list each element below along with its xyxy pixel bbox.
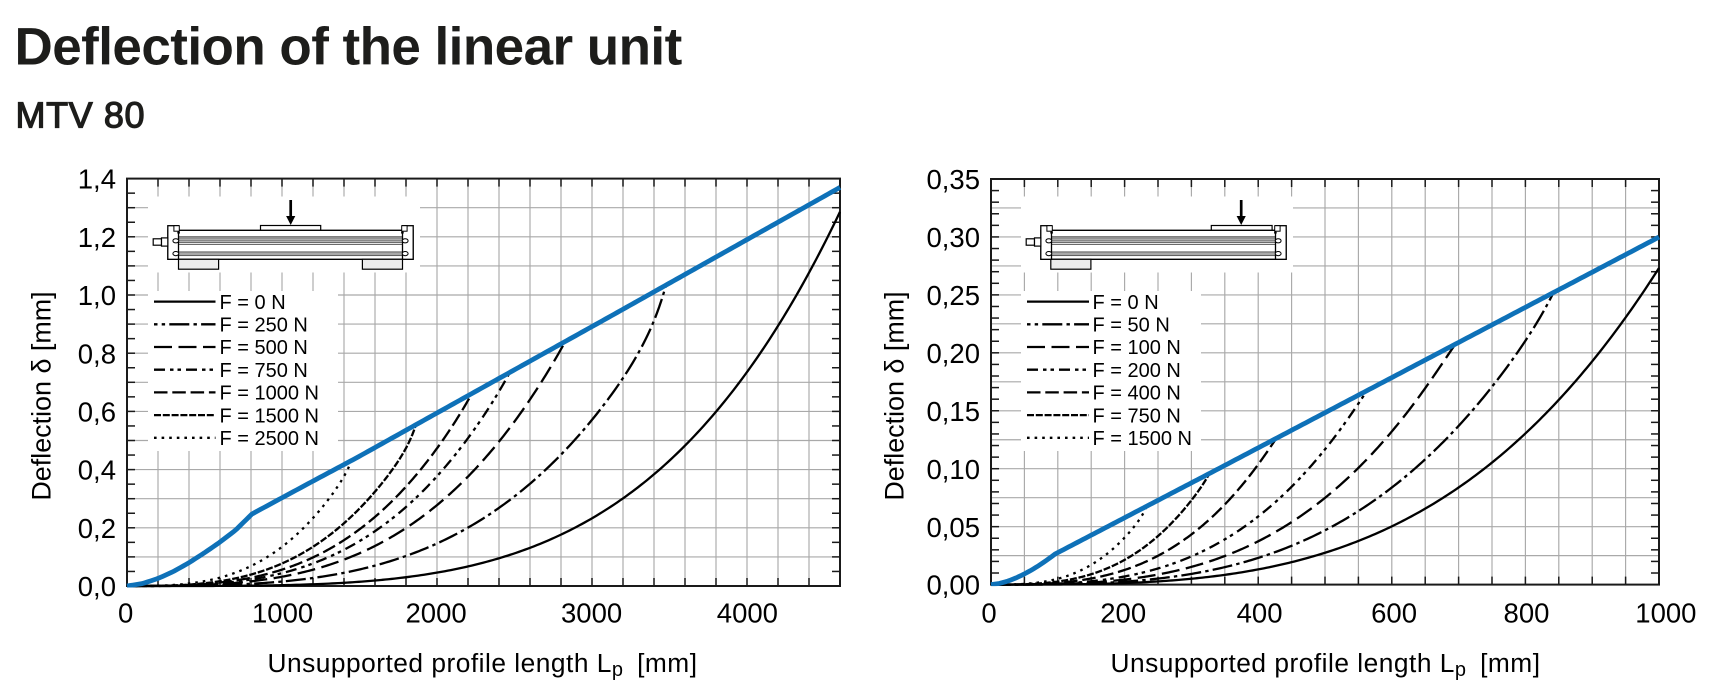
svg-text:F = 100 N: F = 100 N — [1093, 337, 1181, 359]
svg-text:200: 200 — [1100, 598, 1146, 629]
svg-text:3000: 3000 — [561, 598, 622, 629]
svg-text:1,0: 1,0 — [78, 280, 116, 311]
svg-text:F = 750 N: F = 750 N — [220, 360, 308, 382]
svg-text:1,4: 1,4 — [78, 164, 116, 195]
svg-text:0,15: 0,15 — [926, 396, 980, 427]
svg-text:2000: 2000 — [406, 598, 467, 629]
svg-text:0,35: 0,35 — [926, 164, 980, 195]
svg-text:F = 1500 N: F = 1500 N — [220, 405, 320, 427]
svg-text:F = 2500 N: F = 2500 N — [220, 428, 320, 450]
svg-text:Deflection of the linear unit: Deflection of the linear unit — [15, 18, 682, 77]
svg-text:F = 0 N: F = 0 N — [1093, 292, 1159, 314]
svg-text:F = 1000 N: F = 1000 N — [220, 383, 320, 405]
svg-text:0: 0 — [118, 598, 133, 629]
svg-text:0,10: 0,10 — [926, 454, 980, 485]
svg-text:0,0: 0,0 — [78, 571, 116, 602]
svg-text:F = 400 N: F = 400 N — [1093, 383, 1181, 405]
svg-text:1000: 1000 — [1635, 598, 1696, 629]
svg-text:1,2: 1,2 — [78, 222, 116, 253]
svg-text:4000: 4000 — [717, 598, 778, 629]
svg-text:0,4: 0,4 — [78, 455, 116, 486]
svg-text:Unsupported profile length Lp: Unsupported profile length Lp [mm] — [1110, 648, 1540, 681]
svg-text:400: 400 — [1237, 598, 1283, 629]
svg-text:0,00: 0,00 — [926, 570, 980, 601]
svg-text:0,8: 0,8 — [78, 338, 116, 369]
svg-text:F = 250 N: F = 250 N — [220, 315, 308, 337]
svg-text:F = 1500 N: F = 1500 N — [1093, 428, 1193, 450]
svg-text:0,2: 0,2 — [78, 513, 116, 544]
svg-text:800: 800 — [1504, 598, 1550, 629]
svg-text:F = 0 N: F = 0 N — [220, 292, 286, 314]
svg-text:Unsupported profile length Lp: Unsupported profile length Lp [mm] — [267, 648, 697, 681]
svg-text:0: 0 — [981, 598, 996, 629]
svg-text:MTV 80: MTV 80 — [16, 95, 146, 136]
svg-text:0,20: 0,20 — [926, 338, 980, 369]
svg-text:F = 500 N: F = 500 N — [220, 337, 308, 359]
svg-text:F = 200 N: F = 200 N — [1093, 360, 1181, 382]
svg-text:0,25: 0,25 — [926, 280, 980, 311]
svg-text:0,30: 0,30 — [926, 222, 980, 253]
svg-text:Deflection δ [mm]: Deflection δ [mm] — [880, 291, 910, 500]
svg-text:1000: 1000 — [252, 598, 313, 629]
svg-text:0,05: 0,05 — [926, 512, 980, 543]
svg-text:F = 750 N: F = 750 N — [1093, 405, 1181, 427]
svg-text:F = 50 N: F = 50 N — [1093, 315, 1170, 337]
svg-text:600: 600 — [1371, 598, 1417, 629]
svg-text:Deflection δ [mm]: Deflection δ [mm] — [27, 291, 57, 500]
svg-text:0,6: 0,6 — [78, 397, 116, 428]
